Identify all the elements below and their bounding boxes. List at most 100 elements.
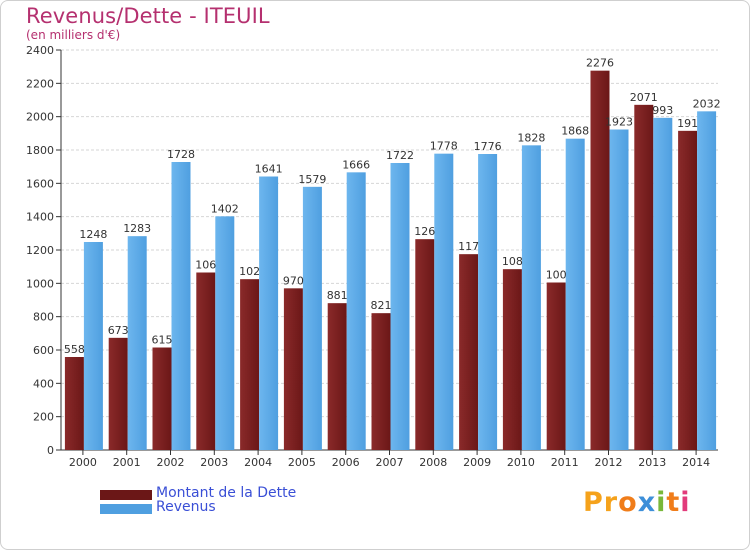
data-label-dette: 881 — [327, 289, 348, 302]
x-tick-label: 2010 — [507, 456, 535, 469]
data-label-dette: 102 — [239, 265, 260, 278]
y-tick-label: 1000 — [26, 277, 54, 290]
data-label-revenus: 1402 — [211, 202, 239, 215]
legend-label-revenus: Revenus — [156, 499, 216, 515]
bar-dette — [64, 357, 84, 450]
data-label-revenus: 1776 — [474, 140, 502, 153]
data-label-revenus: 1579 — [298, 173, 326, 186]
x-tick-label: 2008 — [419, 456, 447, 469]
bar-dette — [678, 130, 698, 451]
logo-letter: i — [656, 487, 667, 518]
data-label-dette: 2071 — [630, 91, 658, 104]
x-tick-label: 2009 — [463, 456, 491, 469]
data-label-dette: 126 — [414, 225, 435, 238]
data-label-revenus: 993 — [652, 104, 673, 117]
logo-letter: t — [666, 487, 681, 518]
bar-dette — [152, 347, 172, 450]
bar-dette — [415, 239, 435, 450]
y-tick-label: 600 — [33, 344, 54, 357]
x-tick-label: 2014 — [682, 456, 710, 469]
bar-revenus — [653, 117, 673, 450]
chart-title: Revenus/Dette - ITEUIL — [26, 4, 270, 28]
y-tick-label: 1400 — [26, 211, 54, 224]
x-tick-label: 2007 — [376, 456, 404, 469]
bar-revenus — [697, 111, 717, 450]
logo-letter: i — [680, 487, 691, 518]
y-tick-label: 400 — [33, 377, 54, 390]
x-tick-label: 2005 — [288, 456, 316, 469]
axes: 0 200 400 600 800 1000 1200 1400 1600 1800 2000 220… — [26, 44, 718, 469]
bar-revenus — [478, 154, 498, 450]
bar-dette — [240, 279, 260, 450]
bar-dette — [590, 70, 610, 451]
x-tick-label: 2000 — [69, 456, 97, 469]
bar-revenus — [171, 162, 191, 450]
bars — [64, 70, 717, 451]
bar-dette — [459, 254, 479, 450]
legend-label-dette: Montant de la Dette — [156, 485, 297, 501]
y-tick-label: 1200 — [26, 244, 54, 257]
logo-letter: x — [637, 487, 657, 518]
x-tick-label: 2006 — [332, 456, 360, 469]
bar-revenus — [302, 186, 322, 451]
bar-dette — [283, 288, 303, 450]
data-label-revenus: 1828 — [517, 131, 545, 144]
data-label-revenus: 1283 — [123, 222, 151, 235]
data-label-dette: 191 — [677, 117, 698, 130]
bar-revenus — [434, 153, 454, 450]
bar-revenus — [609, 129, 629, 450]
data-label-dette: 615 — [152, 334, 173, 347]
data-label-dette: 106 — [195, 259, 216, 272]
bar-revenus — [83, 242, 103, 450]
bar-dette — [546, 282, 566, 450]
y-tick-label: 800 — [33, 311, 54, 324]
y-tick-label: 200 — [33, 411, 54, 424]
data-label-dette: 100 — [546, 269, 567, 282]
logo-letter: r — [603, 487, 619, 518]
bar-revenus — [127, 236, 147, 450]
bar-dette — [108, 337, 128, 450]
data-label-revenus: 2032 — [693, 97, 721, 110]
x-tick-label: 2011 — [551, 456, 579, 469]
data-label-revenus: 1722 — [386, 149, 414, 162]
data-labels: 558 1248 673 1283 615 1728 106 1402 102 1641 970 15… — [64, 57, 721, 356]
bar-dette — [502, 269, 522, 450]
data-label-revenus: 1666 — [342, 158, 370, 171]
legend-swatch-dette — [100, 490, 152, 500]
data-label-dette: 821 — [371, 299, 392, 312]
data-label-revenus: 1641 — [255, 163, 283, 176]
x-tick-label: 2003 — [200, 456, 228, 469]
y-tick-label: 0 — [47, 444, 54, 457]
logo-letter: o — [618, 487, 638, 518]
data-label-dette: 2276 — [586, 57, 614, 70]
bar-revenus — [215, 216, 235, 450]
x-tick-label: 2013 — [638, 456, 666, 469]
bar-dette — [634, 104, 654, 450]
bar-revenus — [390, 163, 410, 450]
data-label-revenus: 1868 — [561, 125, 589, 138]
bar-dette — [327, 303, 347, 450]
bar-revenus — [346, 172, 366, 451]
x-tick-label: 2002 — [157, 456, 185, 469]
bar-dette — [371, 313, 391, 450]
y-tick-label: 2000 — [26, 111, 54, 124]
y-tick-label: 2200 — [26, 77, 54, 90]
proxiti-logo: Proxiti — [583, 487, 691, 518]
logo-letter: P — [583, 487, 604, 518]
data-label-revenus: 1728 — [167, 148, 195, 161]
y-tick-label: 1800 — [26, 144, 54, 157]
data-label-revenus: 1248 — [79, 228, 107, 241]
data-label-revenus: 1778 — [430, 140, 458, 153]
data-label-dette: 673 — [108, 324, 129, 337]
y-tick-label: 2400 — [26, 44, 54, 57]
x-tick-label: 2001 — [113, 456, 141, 469]
x-tick-label: 2004 — [244, 456, 272, 469]
data-label-dette: 108 — [502, 255, 523, 268]
chart-subtitle: (en milliers d'€) — [26, 28, 121, 42]
data-label-dette: 970 — [283, 274, 304, 287]
bar-revenus — [565, 138, 585, 450]
bar-dette — [196, 272, 216, 450]
bar-revenus — [259, 176, 279, 450]
data-label-dette: 117 — [458, 240, 479, 253]
x-tick-label: 2012 — [595, 456, 623, 469]
